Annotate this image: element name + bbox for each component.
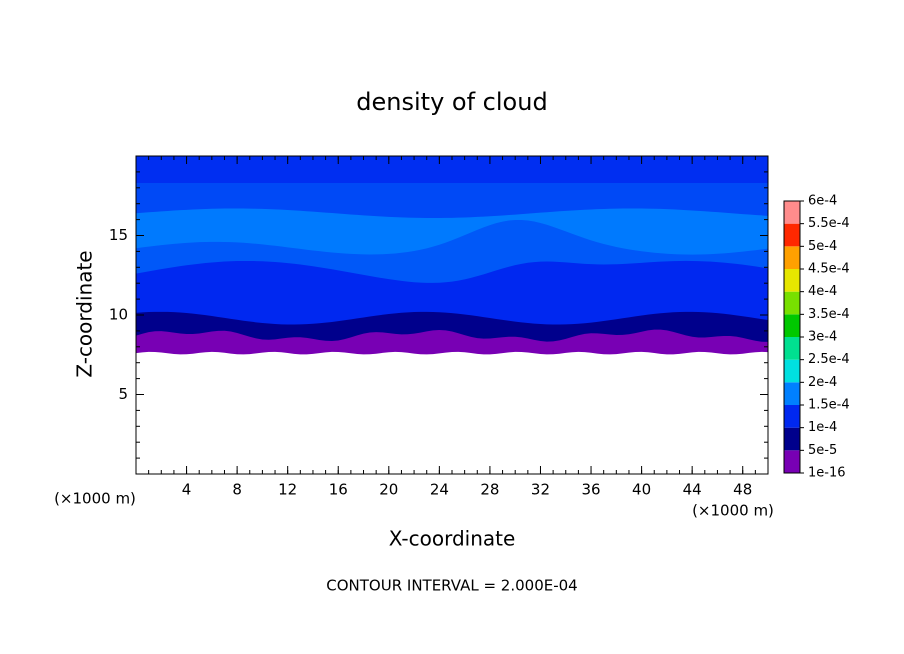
contour-note: CONTOUR INTERVAL = 2.000E-04 <box>326 577 577 595</box>
x-tick-label: 12 <box>278 481 297 499</box>
colorbar-label: 6e-4 <box>808 194 837 209</box>
colorbar-label: 4.5e-4 <box>808 262 850 277</box>
colorbar-box <box>784 314 800 337</box>
colorbar-label: 3e-4 <box>808 330 837 345</box>
x-tick-label: 28 <box>480 481 499 499</box>
colorbar-label: 3.5e-4 <box>808 307 850 322</box>
colorbar-label: 5.5e-4 <box>808 216 850 231</box>
colorbar-box <box>784 246 800 269</box>
x-tick-label: 8 <box>232 481 242 499</box>
x-tick-label: 4 <box>182 481 192 499</box>
contour-band <box>136 156 768 184</box>
x-tick-label: 16 <box>329 481 348 499</box>
colorbar-box <box>784 201 800 224</box>
colorbar-label: 4e-4 <box>808 284 837 299</box>
chart-title: density of cloud <box>356 88 547 116</box>
x-tick-label: 24 <box>430 481 449 499</box>
y-axis-label: Z-coordinate <box>73 250 97 377</box>
colorbar-label: 2.5e-4 <box>808 352 850 367</box>
x-tick-label: 40 <box>632 481 651 499</box>
colorbar-box <box>784 223 800 247</box>
colorbar-label: 1e-16 <box>808 466 846 481</box>
colorbar-label: 1.5e-4 <box>808 398 850 413</box>
colorbar-box <box>784 269 800 292</box>
x-tick-label: 48 <box>733 481 752 499</box>
colorbar-label: 2e-4 <box>808 375 837 390</box>
y-tick-label: 5 <box>118 385 128 403</box>
colorbar-box <box>784 382 800 405</box>
colorbar-box <box>784 337 800 360</box>
x-tick-label: 44 <box>683 481 702 499</box>
colorbar-label: 1e-4 <box>808 420 837 435</box>
x-unit-label: (×1000 m) <box>54 490 136 508</box>
colorbar-box <box>784 450 800 473</box>
colorbar-box <box>784 291 800 315</box>
colorbar-label: 5e-4 <box>808 239 837 254</box>
y-tick-label: 15 <box>109 226 128 244</box>
colorbar-label: 5e-5 <box>808 443 837 458</box>
x-axis-label: X-coordinate <box>389 527 516 551</box>
x-tick-label: 32 <box>531 481 550 499</box>
colorbar-box <box>784 405 800 428</box>
x-unit-label: (×1000 m) <box>692 502 774 520</box>
contour-field <box>136 156 768 355</box>
x-tick-label: 36 <box>581 481 600 499</box>
colorbar-box <box>784 427 800 451</box>
y-tick-label: 10 <box>109 306 128 324</box>
colorbar-box <box>784 359 800 383</box>
x-tick-label: 20 <box>379 481 398 499</box>
